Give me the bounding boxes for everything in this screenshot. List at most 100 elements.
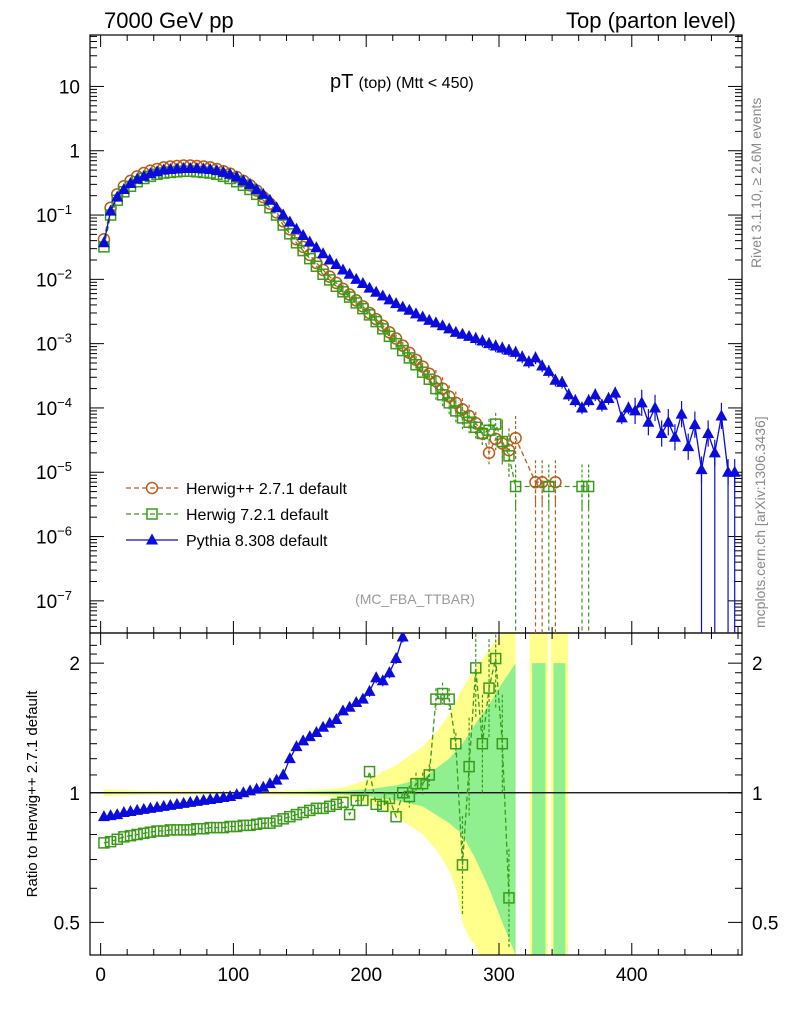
ratio-herwig7-point bbox=[337, 796, 349, 809]
ratio-herwig7-point bbox=[157, 825, 170, 837]
ratio-pythia-point bbox=[257, 780, 270, 792]
pythia-point bbox=[483, 337, 496, 349]
y-tick-label: 10−6 bbox=[36, 524, 72, 549]
pythia-point bbox=[310, 241, 323, 253]
ratio-herwig7-point bbox=[277, 813, 289, 825]
herwig7-point bbox=[304, 252, 316, 265]
herwig7-point bbox=[310, 260, 323, 272]
ratio-tick-label-right: 2 bbox=[752, 654, 763, 675]
ratio-pythia-point bbox=[376, 674, 389, 686]
ratio-herwig7-point bbox=[383, 792, 396, 805]
pythia-point bbox=[363, 281, 376, 293]
pythia-point bbox=[675, 407, 688, 419]
y-tick-label: 10−7 bbox=[36, 588, 72, 613]
ratio-herwig7-point bbox=[184, 824, 197, 836]
ratio-herwig7-point bbox=[270, 815, 283, 827]
herwig7-point bbox=[323, 274, 336, 286]
ratio-herwig7-point bbox=[310, 802, 323, 815]
herwig7-point bbox=[416, 366, 429, 378]
pythia-point bbox=[516, 350, 529, 362]
herwig7-point bbox=[357, 302, 369, 315]
pythia-point bbox=[575, 401, 588, 413]
herwig7-point bbox=[403, 352, 416, 364]
herwig7-point bbox=[483, 424, 495, 436]
legend-label: Pythia 8.308 default bbox=[186, 533, 328, 550]
ratio-pythia-point bbox=[356, 692, 369, 704]
ratio-herwig7-point bbox=[197, 823, 210, 835]
pythia-point bbox=[649, 401, 662, 413]
ratio-pythia-point bbox=[390, 652, 403, 664]
pythia-point bbox=[263, 193, 276, 205]
pythia-point bbox=[97, 236, 110, 248]
pythia-point bbox=[336, 263, 349, 275]
pythia-point bbox=[449, 325, 462, 337]
ratio-herwig7-point bbox=[244, 819, 256, 832]
pythia-point bbox=[582, 394, 595, 406]
pythia-point bbox=[463, 329, 476, 341]
ratio-herwig7-point bbox=[131, 828, 143, 841]
herwig7-point bbox=[370, 315, 382, 328]
ratio-herwig7-point bbox=[204, 821, 216, 834]
y-tick-label: 1 bbox=[69, 142, 80, 163]
pythia-point bbox=[111, 190, 124, 202]
pythia-point bbox=[356, 277, 369, 289]
y-tick-label: 10 bbox=[59, 77, 80, 98]
herwig7-point bbox=[509, 480, 522, 493]
ratio-herwig7-point bbox=[370, 798, 382, 811]
pythia-point bbox=[277, 208, 290, 220]
pythia-point bbox=[496, 341, 509, 353]
ratio-herwig7-point bbox=[350, 794, 362, 807]
pythia-point bbox=[230, 170, 243, 182]
ratio-herwig7-point bbox=[463, 760, 475, 773]
ratio-herwig7-point bbox=[416, 777, 429, 790]
band-bin-green bbox=[553, 663, 566, 955]
herwig7-point bbox=[450, 405, 462, 417]
pythia-point bbox=[117, 182, 130, 194]
ratio-pythia-point bbox=[330, 712, 343, 724]
herwigpp-point bbox=[529, 475, 542, 489]
ratio-herwig7-point bbox=[403, 790, 416, 803]
herwig7-point bbox=[489, 418, 502, 430]
ratio-herwig7-point bbox=[217, 821, 230, 834]
pythia-point bbox=[396, 300, 409, 312]
pythia-point bbox=[595, 398, 608, 410]
pythia-point bbox=[469, 332, 482, 344]
ratio-herwig7-point bbox=[264, 817, 276, 829]
ratio-herwig7-point bbox=[171, 824, 183, 836]
pythia-point bbox=[502, 343, 515, 355]
x-tick-label: 200 bbox=[350, 965, 382, 986]
pythia-point bbox=[250, 182, 263, 194]
legend-label: Herwig++ 2.7.1 default bbox=[186, 481, 348, 498]
herwig7-point bbox=[423, 373, 436, 385]
pythia-point bbox=[317, 247, 330, 259]
ticks bbox=[90, 35, 742, 955]
ratio-herwig7-point bbox=[250, 818, 263, 831]
herwigpp-point bbox=[449, 396, 463, 410]
pythia-point bbox=[476, 334, 489, 346]
legend-item: Herwig 7.2.1 default bbox=[126, 507, 329, 524]
pythia-point bbox=[522, 355, 535, 367]
herwig7-point bbox=[576, 480, 588, 493]
y-tick-label: 10−3 bbox=[36, 331, 72, 356]
pythia-point bbox=[688, 418, 701, 430]
herwig7-point bbox=[410, 358, 422, 371]
pythia-point bbox=[283, 215, 296, 227]
pythia-point bbox=[662, 415, 675, 427]
herwig7-point bbox=[343, 291, 356, 303]
pythia-point bbox=[290, 222, 303, 234]
pythia-point bbox=[383, 293, 396, 305]
ratio-pythia-point bbox=[370, 671, 383, 683]
ratio-herwig7-point bbox=[164, 824, 177, 836]
ratio-herwig7-point bbox=[423, 769, 436, 781]
band-stat bbox=[103, 663, 516, 955]
herwig7-point bbox=[443, 397, 455, 409]
pythia-point bbox=[556, 375, 569, 387]
pythia-point bbox=[629, 404, 642, 416]
ratio-herwig7-point bbox=[363, 765, 376, 778]
ratio-pythia-point bbox=[310, 726, 323, 738]
herwig7-point bbox=[430, 382, 442, 395]
pythia-point bbox=[350, 272, 363, 284]
pythia-point bbox=[390, 297, 403, 309]
ratio-herwig7-point bbox=[443, 693, 455, 705]
ratio-tick-label-right: 1 bbox=[752, 784, 763, 805]
